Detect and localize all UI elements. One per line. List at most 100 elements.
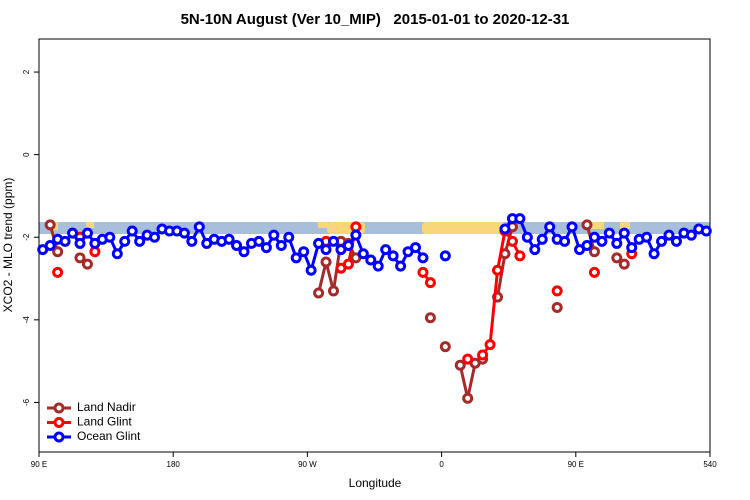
land-shape — [620, 222, 630, 229]
data-point — [238, 246, 250, 258]
data-point — [275, 240, 287, 251]
plot-frame — [38, 38, 711, 453]
data-point — [439, 341, 451, 353]
x-tick-label: 540 — [703, 460, 717, 469]
data-point — [119, 235, 131, 247]
data-point — [670, 235, 682, 247]
legend-marker — [53, 417, 65, 428]
data-point — [387, 250, 399, 262]
data-point — [178, 227, 190, 239]
land-shape — [86, 222, 94, 228]
data-point — [536, 233, 548, 245]
y-axis-label: XCO2 - MLO trend (ppm) — [1, 178, 15, 313]
data-point — [350, 229, 362, 241]
data-point — [223, 233, 235, 245]
data-point — [581, 240, 593, 251]
data-point — [581, 219, 593, 231]
data-point — [551, 285, 563, 297]
data-point — [327, 285, 339, 297]
data-point — [126, 225, 138, 237]
data-point — [514, 250, 526, 262]
data-point — [626, 242, 638, 254]
data-point — [342, 258, 354, 270]
data-point — [648, 248, 660, 260]
data-point — [111, 248, 123, 260]
data-point — [477, 349, 489, 361]
data-point — [663, 229, 675, 241]
data-point — [529, 244, 541, 256]
data-point — [492, 264, 504, 276]
x-tick-label: 0 — [439, 460, 444, 469]
data-point — [603, 227, 615, 239]
data-point — [313, 237, 325, 249]
legend-label: Land Glint — [77, 415, 132, 429]
data-point — [149, 231, 161, 243]
data-point — [395, 260, 407, 272]
data-point — [44, 240, 56, 251]
data-point — [52, 246, 64, 258]
data-point — [588, 266, 600, 278]
data-point — [514, 213, 526, 225]
ocean-band — [39, 222, 710, 234]
data-point — [298, 246, 310, 258]
y-tick-label: 0 — [22, 152, 31, 157]
data-point — [462, 353, 474, 365]
y-tick-label: -2 — [22, 233, 31, 241]
data-point — [260, 242, 272, 254]
data-point — [462, 392, 474, 404]
legend-marker — [53, 431, 65, 443]
land-shape — [590, 222, 604, 229]
y-tick-label: 2 — [22, 69, 31, 74]
data-point — [521, 231, 533, 243]
data-point — [417, 252, 429, 264]
data-point — [499, 223, 511, 235]
data-point — [357, 248, 369, 260]
data-point — [44, 219, 56, 231]
data-point — [424, 277, 436, 289]
land-shape — [318, 222, 328, 228]
data-point — [566, 221, 578, 233]
data-point — [52, 266, 64, 278]
data-point — [544, 221, 556, 233]
data-point — [320, 256, 332, 268]
data-point — [611, 252, 623, 264]
data-point — [685, 229, 697, 241]
data-point — [342, 240, 354, 251]
data-point — [67, 227, 79, 239]
data-point — [186, 235, 198, 247]
x-tick-label: 90 E — [568, 460, 584, 469]
data-point — [656, 235, 668, 247]
data-point — [439, 250, 451, 262]
data-point — [372, 260, 384, 272]
x-tick-label: 90 W — [298, 460, 317, 469]
data-point — [81, 258, 93, 270]
data-point — [380, 244, 392, 256]
data-point — [417, 266, 429, 278]
data-point — [231, 240, 243, 251]
data-point — [283, 231, 295, 243]
legend-label: Land Nadir — [77, 400, 136, 414]
x-tick-label: 90 E — [31, 460, 47, 469]
data-point — [506, 235, 518, 247]
data-point — [134, 235, 146, 247]
data-point — [253, 235, 265, 247]
data-point — [320, 244, 332, 256]
chart-title: 5N-10N August (Ver 10_MIP) 2015-01-01 to… — [181, 11, 570, 28]
y-tick-label: -4 — [22, 316, 31, 324]
data-point — [454, 359, 466, 371]
map-strip — [39, 222, 710, 234]
data-point — [424, 312, 436, 324]
y-tick-label: -6 — [22, 398, 31, 406]
data-point — [104, 231, 116, 243]
land-shape — [422, 222, 506, 234]
data-point — [618, 227, 630, 239]
data-point — [559, 235, 571, 247]
data-point — [700, 225, 712, 237]
data-point — [596, 235, 608, 247]
data-point — [268, 229, 280, 241]
data-point — [618, 258, 630, 270]
data-point — [305, 264, 317, 276]
data-point — [313, 287, 325, 299]
legend-label: Ocean Glint — [77, 429, 141, 443]
